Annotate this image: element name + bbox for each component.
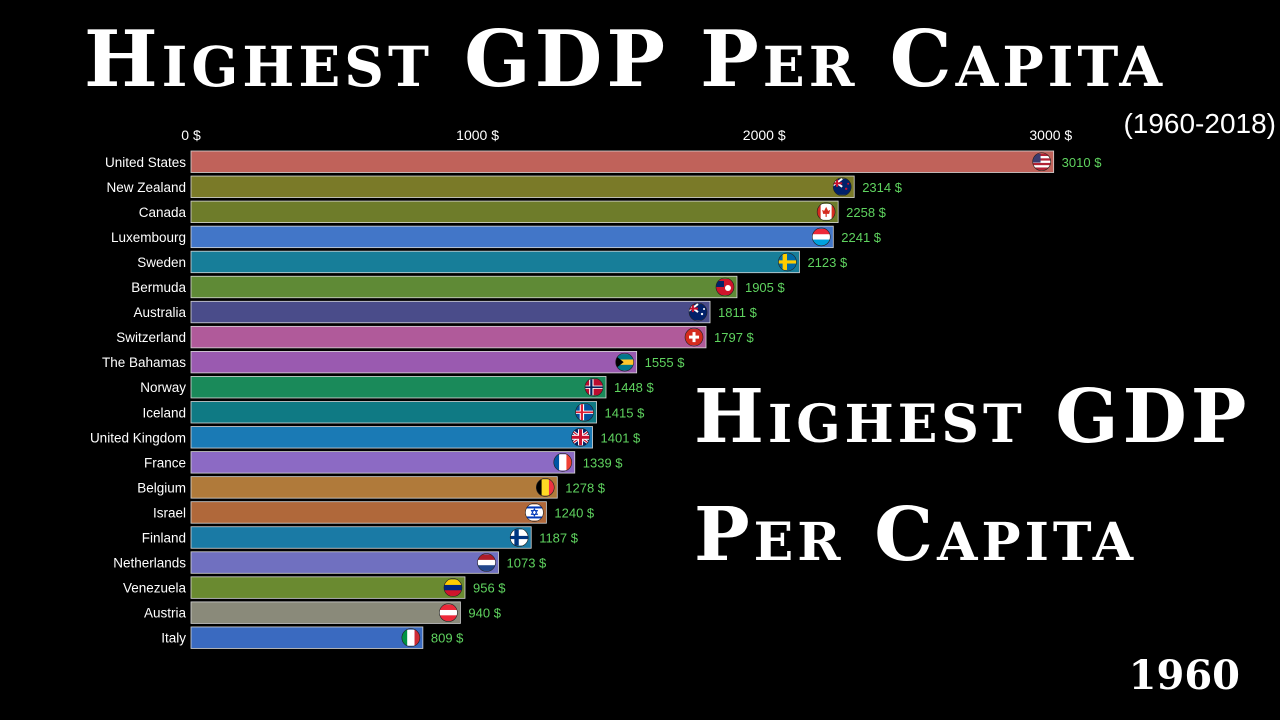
switzerland-flag bbox=[684, 327, 704, 347]
main-title: Highest GDP Per Capita bbox=[83, 14, 1166, 105]
subtitle: (1960-2018) bbox=[1123, 108, 1276, 139]
bermuda-flag bbox=[715, 277, 735, 297]
value-label: 1555 $ bbox=[645, 355, 686, 370]
category-label: The Bahamas bbox=[102, 355, 186, 370]
bar-france bbox=[190, 451, 576, 474]
australia-flag bbox=[688, 302, 708, 322]
iceland-flag bbox=[575, 402, 594, 422]
sweden-flag bbox=[778, 252, 797, 272]
overlay-title-line1: Highest GDP bbox=[694, 374, 1251, 460]
category-label: Finland bbox=[142, 531, 186, 546]
bar-finland bbox=[190, 526, 532, 549]
category-label: United States bbox=[105, 155, 186, 170]
category-label: Luxembourg bbox=[111, 230, 186, 245]
finland-flag bbox=[509, 528, 529, 547]
overlay-title: Highest GDP Per Capita bbox=[694, 358, 1274, 594]
overlay-title-line2: Per Capita bbox=[694, 492, 1138, 578]
x-tick-label: 1000 $ bbox=[456, 127, 499, 143]
value-label: 1797 $ bbox=[714, 330, 755, 345]
bar-iceland bbox=[190, 401, 597, 424]
category-label: Canada bbox=[139, 205, 187, 220]
value-label: 3010 $ bbox=[1062, 155, 1103, 170]
bar-netherlands bbox=[190, 551, 499, 574]
category-label: Sweden bbox=[137, 255, 186, 270]
x-tick-label: 3000 $ bbox=[1029, 127, 1072, 143]
value-label: 2314 $ bbox=[862, 180, 903, 195]
category-label: Venezuela bbox=[123, 581, 187, 596]
value-label: 1905 $ bbox=[745, 280, 786, 295]
bar-united-kingdom bbox=[190, 426, 593, 449]
category-label: Norway bbox=[140, 380, 186, 395]
venezuela-flag bbox=[443, 578, 463, 597]
value-label: 1415 $ bbox=[605, 405, 646, 420]
norway-flag bbox=[584, 377, 604, 397]
value-label: 1187 $ bbox=[539, 531, 579, 546]
uk-flag bbox=[571, 427, 590, 447]
x-tick-label: 0 $ bbox=[181, 127, 201, 143]
bar-new-zealand bbox=[190, 175, 855, 198]
x-tick-label: 2000 $ bbox=[743, 127, 786, 143]
luxembourg-flag bbox=[811, 227, 831, 247]
bar-luxembourg bbox=[190, 225, 834, 249]
category-label: France bbox=[144, 455, 186, 470]
value-label: 956 $ bbox=[473, 581, 506, 596]
value-label: 1401 $ bbox=[601, 430, 642, 445]
usa-flag bbox=[1032, 152, 1051, 172]
new-zealand-flag bbox=[832, 177, 852, 197]
year-label: 1960 bbox=[1128, 652, 1240, 699]
bar-switzerland bbox=[190, 325, 707, 349]
value-label: 2123 $ bbox=[807, 255, 848, 270]
bar-canada bbox=[190, 200, 839, 224]
bar-australia bbox=[190, 300, 711, 324]
netherlands-flag bbox=[477, 553, 496, 572]
value-label: 809 $ bbox=[431, 631, 464, 646]
belgium-flag bbox=[535, 478, 555, 497]
israel-flag bbox=[525, 503, 544, 522]
category-label: Israel bbox=[153, 505, 186, 520]
bar-bermuda bbox=[190, 275, 738, 299]
category-label: Bermuda bbox=[131, 280, 186, 295]
bar-belgium bbox=[190, 476, 558, 499]
value-label: 1811 $ bbox=[718, 305, 758, 320]
bar-united-states bbox=[190, 150, 1055, 173]
value-label: 1240 $ bbox=[554, 505, 595, 520]
value-label: 1339 $ bbox=[583, 455, 624, 470]
bar-sweden bbox=[190, 250, 800, 274]
category-label: United Kingdom bbox=[90, 430, 186, 445]
canada-flag bbox=[816, 202, 836, 222]
category-label: Belgium bbox=[137, 480, 186, 495]
bar-italy bbox=[190, 626, 424, 649]
value-label: 2241 $ bbox=[841, 230, 882, 245]
value-label: 1448 $ bbox=[614, 380, 655, 395]
value-label: 1278 $ bbox=[565, 480, 606, 495]
bar-austria bbox=[190, 601, 461, 624]
bar-venezuela bbox=[190, 576, 466, 599]
value-label: 1073 $ bbox=[507, 556, 548, 571]
category-label: Iceland bbox=[142, 405, 186, 420]
value-label: 940 $ bbox=[468, 606, 501, 621]
category-label: Netherlands bbox=[113, 556, 186, 571]
france-flag bbox=[553, 453, 573, 472]
bar-israel bbox=[190, 501, 547, 524]
value-label: 2258 $ bbox=[846, 205, 887, 220]
category-label: Switzerland bbox=[116, 330, 186, 345]
category-label: Australia bbox=[133, 305, 186, 320]
bar-norway bbox=[190, 376, 607, 399]
bar-the-bahamas bbox=[190, 350, 638, 374]
austria-flag bbox=[439, 603, 458, 622]
italy-flag bbox=[401, 628, 421, 648]
category-label: Austria bbox=[144, 606, 187, 621]
category-label: Italy bbox=[161, 631, 186, 646]
category-label: New Zealand bbox=[106, 180, 186, 195]
